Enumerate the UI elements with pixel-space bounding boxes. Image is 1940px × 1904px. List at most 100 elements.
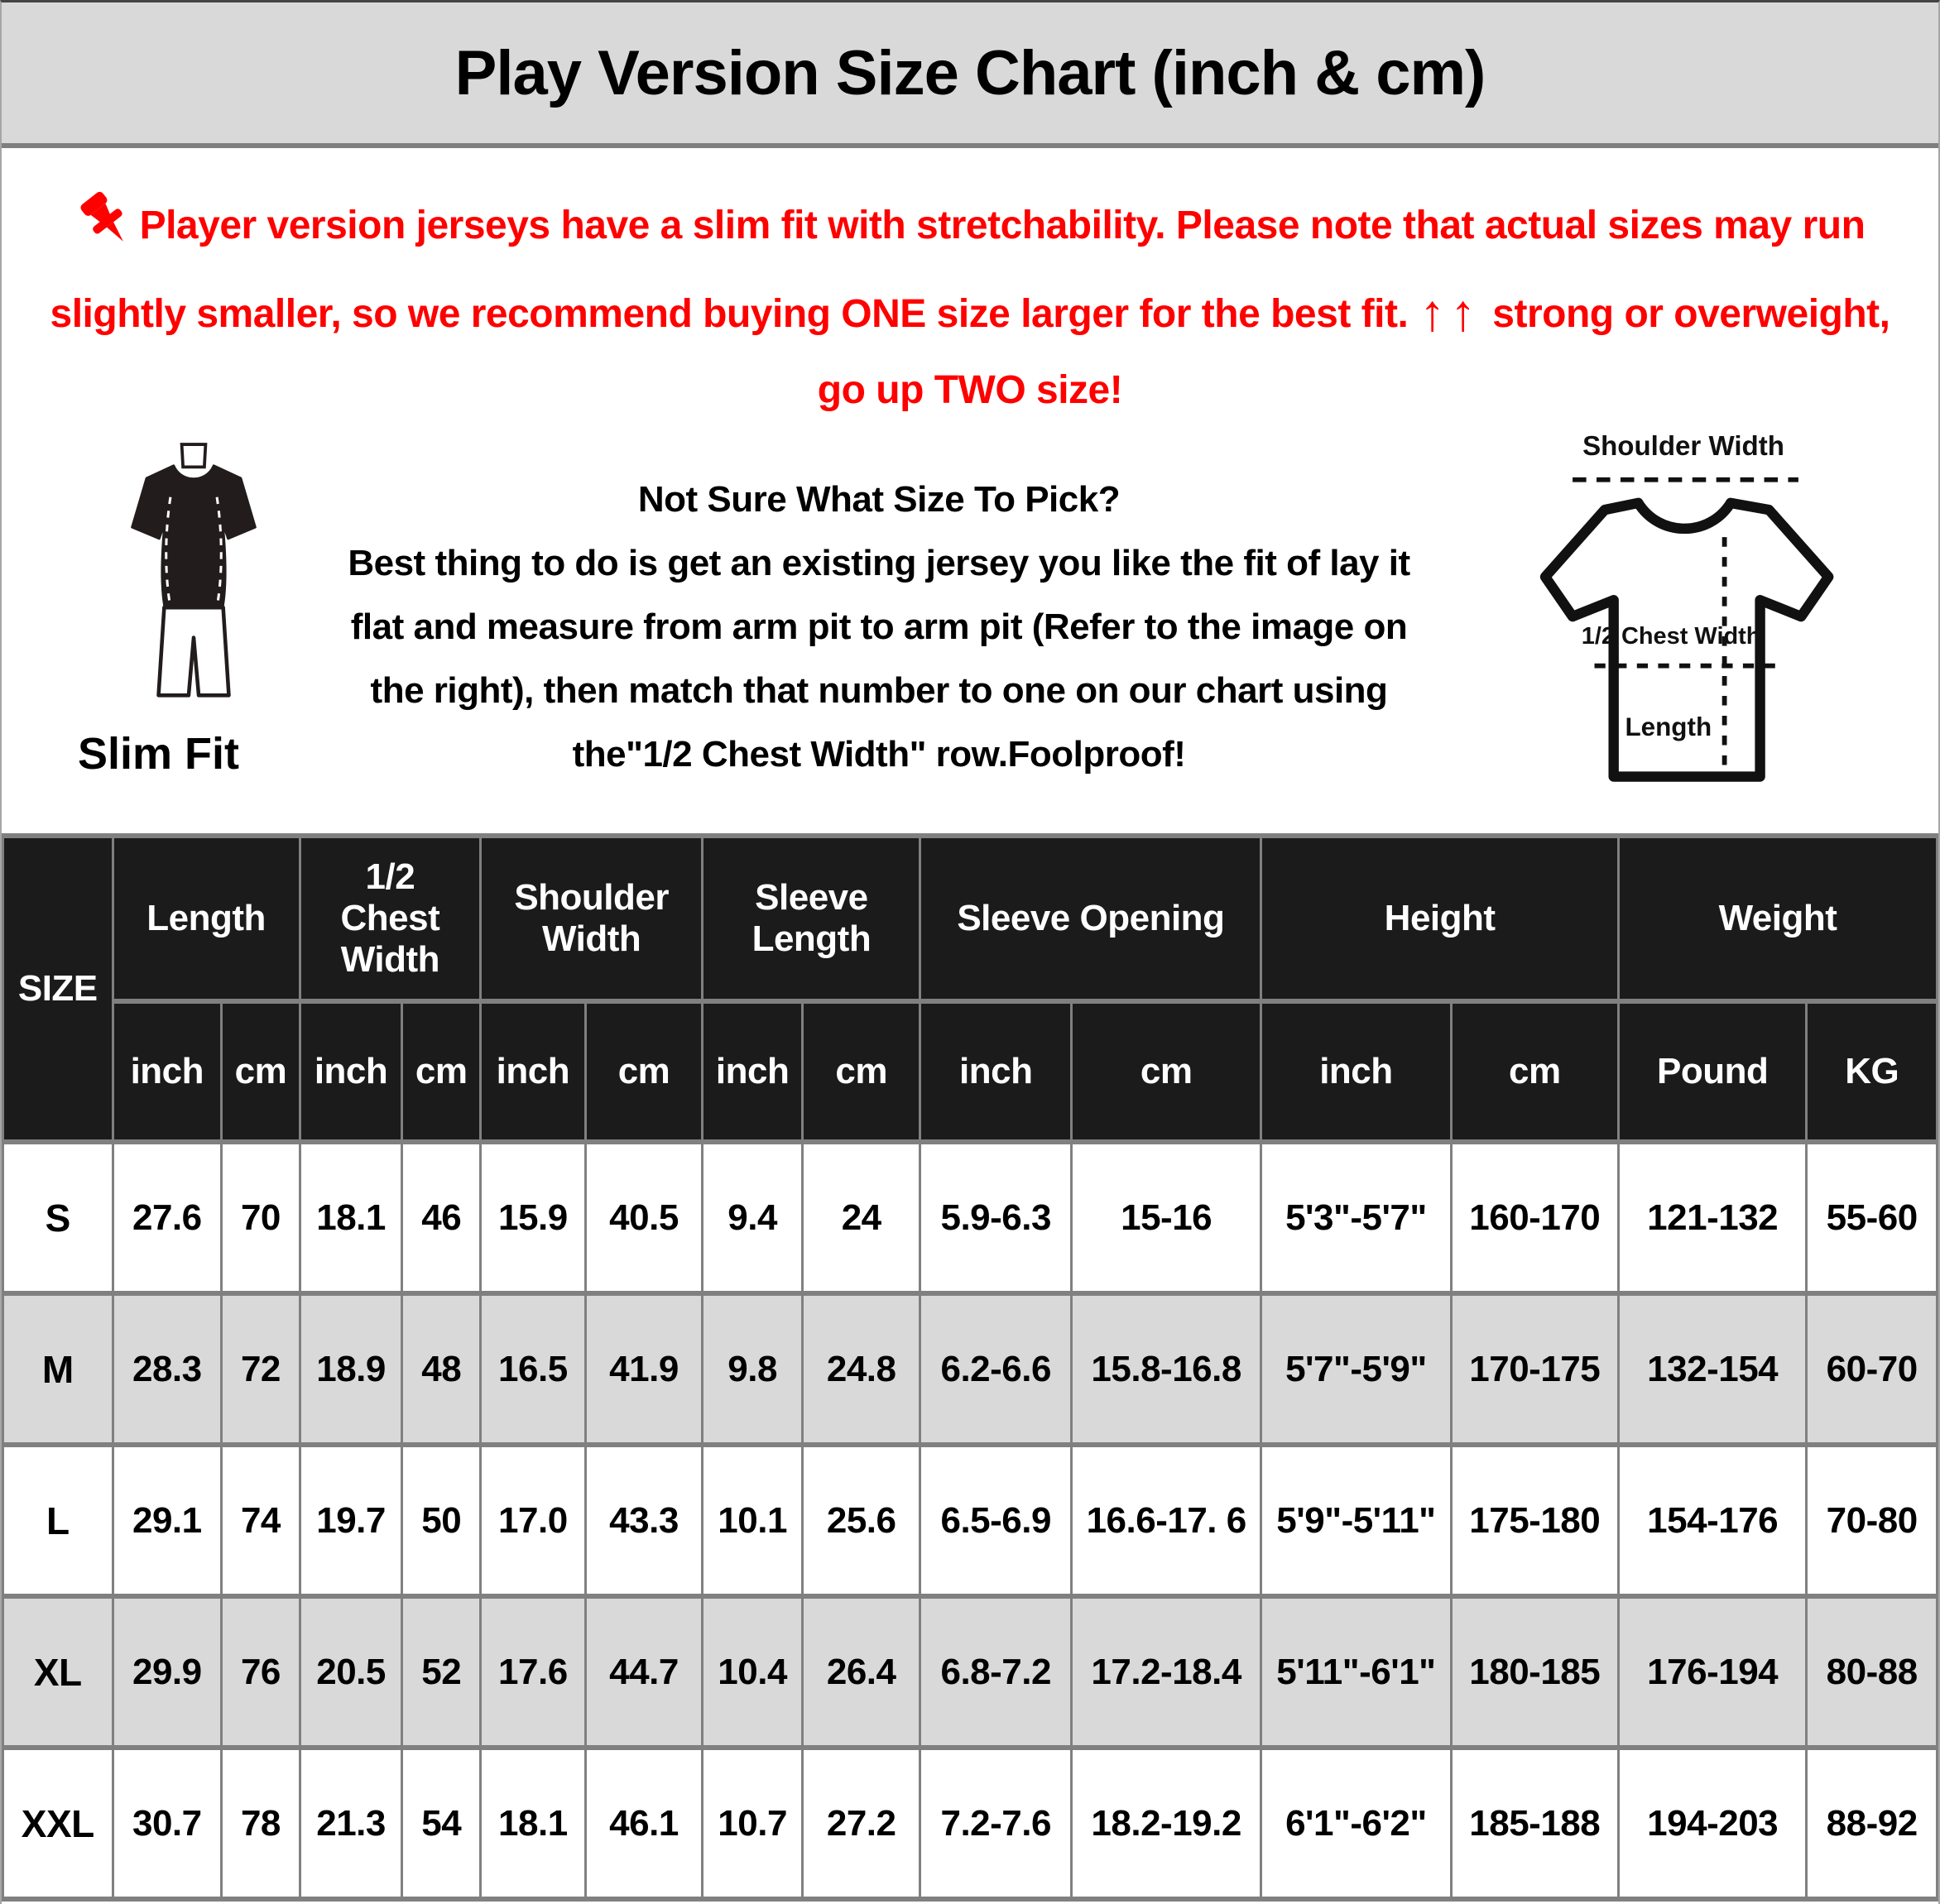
cell: 121-132 xyxy=(1616,1139,1808,1296)
unit-header: inch xyxy=(479,999,587,1144)
cell: 40.5 xyxy=(583,1139,704,1296)
notice-text-2a: slightly smaller, so we recommend buying… xyxy=(50,292,1409,336)
cell: 10.4 xyxy=(701,1594,804,1750)
notice-line-2: slightly smaller, so we recommend buying… xyxy=(2,276,1938,353)
cell: 15.8-16.8 xyxy=(1069,1291,1263,1447)
cell: 70-80 xyxy=(1805,1442,1938,1599)
cell: 55-60 xyxy=(1805,1139,1938,1296)
cell: 180-185 xyxy=(1449,1594,1620,1750)
instructions-line: Best thing to do is get an existing jers… xyxy=(348,543,1410,583)
page-title: Play Version Size Chart (inch & cm) xyxy=(454,37,1486,108)
notice-line-3: go up TWO size! xyxy=(817,368,1123,412)
cell: 27.6 xyxy=(111,1139,223,1296)
size-value: XXL xyxy=(2,1745,114,1902)
cell: 72 xyxy=(220,1291,301,1447)
unit-header: cm xyxy=(1069,999,1263,1144)
size-value: L xyxy=(2,1442,114,1599)
unit-header: inch xyxy=(701,999,804,1144)
cell: 18.1 xyxy=(479,1745,587,1902)
up-arrows-icon: ↑↑ xyxy=(1419,285,1481,342)
cell: 6.8-7.2 xyxy=(919,1594,1073,1750)
instructions-line: the"1/2 Chest Width" row.Foolproof! xyxy=(572,734,1186,775)
unit-header: inch xyxy=(1260,999,1453,1144)
shoulder-width-label: Shoulder Width xyxy=(1582,431,1784,462)
cell: 30.7 xyxy=(111,1745,223,1902)
cell: 9.4 xyxy=(701,1139,804,1296)
cell: 175-180 xyxy=(1449,1442,1620,1599)
cell: 18.1 xyxy=(298,1139,404,1296)
unit-header: inch xyxy=(298,999,404,1144)
cell: 44.7 xyxy=(583,1594,704,1750)
cell: 74 xyxy=(220,1442,301,1599)
notice-line-1: Player version jerseys have a slim fit w… xyxy=(2,188,1938,276)
cell: 24 xyxy=(800,1139,922,1296)
cell: 15.9 xyxy=(479,1139,587,1296)
cell: 80-88 xyxy=(1805,1594,1938,1750)
cell: 78 xyxy=(220,1745,301,1902)
cell: 9.8 xyxy=(701,1291,804,1447)
cell: 29.9 xyxy=(111,1594,223,1750)
cell: 76 xyxy=(220,1594,301,1750)
cell: 132-154 xyxy=(1616,1291,1808,1447)
unit-header: inch xyxy=(919,999,1073,1144)
unit-header: cm xyxy=(220,999,301,1144)
cell: 70 xyxy=(220,1139,301,1296)
length-label: Length xyxy=(1625,712,1712,741)
title-bar: Play Version Size Chart (inch & cm) xyxy=(2,2,1938,148)
instructions-line: the right), then match that number to on… xyxy=(370,670,1388,711)
cell: 20.5 xyxy=(298,1594,404,1750)
cell: 88-92 xyxy=(1805,1745,1938,1902)
cell: 21.3 xyxy=(298,1745,404,1902)
instructions-line: flat and measure from arm pit to arm pit… xyxy=(350,607,1408,647)
cell: 29.1 xyxy=(111,1442,223,1599)
cell: 52 xyxy=(401,1594,483,1750)
cell: 26.4 xyxy=(800,1594,922,1750)
cell: 7.2-7.6 xyxy=(919,1745,1073,1902)
cell: 60-70 xyxy=(1805,1291,1938,1447)
cell: 5.9-6.3 xyxy=(919,1139,1073,1296)
cell: 10.7 xyxy=(701,1745,804,1902)
cell: 154-176 xyxy=(1616,1442,1808,1599)
cell: 25.6 xyxy=(800,1442,922,1599)
size-instructions: Not Sure What Size To Pick? Best thing t… xyxy=(324,468,1433,786)
cell: 16.5 xyxy=(479,1291,587,1447)
cell: 46 xyxy=(401,1139,483,1296)
table-row-l: L 29.1 74 19.7 50 17.0 43.3 10.1 25.6 6.… xyxy=(2,1442,1938,1599)
cell: 16.6-17. 6 xyxy=(1069,1442,1263,1599)
cell: 48 xyxy=(401,1291,483,1447)
instructions-heading: Not Sure What Size To Pick? xyxy=(637,479,1121,520)
slim-fit-mannequin-icon xyxy=(99,443,288,712)
unit-header: cm xyxy=(800,999,922,1144)
size-value: XL xyxy=(2,1594,114,1750)
cell: 18.9 xyxy=(298,1291,404,1447)
cell: 185-188 xyxy=(1449,1745,1620,1902)
unit-header: Pound xyxy=(1616,999,1808,1144)
cell: 18.2-19.2 xyxy=(1069,1745,1263,1902)
col-header-shoulder-width: Shoulder Width xyxy=(479,833,704,1004)
cell: 54 xyxy=(401,1745,483,1902)
cell: 43.3 xyxy=(583,1442,704,1599)
col-header-sleeve-length: Sleeve Length xyxy=(701,833,922,1004)
col-header-length: Length xyxy=(111,833,301,1004)
cell: 5'9"-5'11" xyxy=(1260,1442,1453,1599)
cell: 5'3"-5'7" xyxy=(1260,1139,1453,1296)
table-row-xl: XL 29.9 76 20.5 52 17.6 44.7 10.4 26.4 6… xyxy=(2,1594,1938,1750)
size-value: S xyxy=(2,1139,114,1296)
fit-notice: Player version jerseys have a slim fit w… xyxy=(2,148,1938,416)
cell: 17.0 xyxy=(479,1442,587,1599)
cell: 46.1 xyxy=(583,1745,704,1902)
cell: 10.1 xyxy=(701,1442,804,1599)
col-header-height: Height xyxy=(1260,833,1620,1004)
notice-text-2b: strong or overweight, xyxy=(1492,292,1890,336)
cell: 19.7 xyxy=(298,1442,404,1599)
pushpin-icon xyxy=(75,189,137,276)
unit-header: KG xyxy=(1805,999,1938,1144)
cell: 170-175 xyxy=(1449,1291,1620,1447)
cell: 41.9 xyxy=(583,1291,704,1447)
cell: 17.6 xyxy=(479,1594,587,1750)
cell: 6.2-6.6 xyxy=(919,1291,1073,1447)
middle-section: Slim Fit Not Sure What Size To Pick? Bes… xyxy=(2,416,1938,833)
table-row-s: S 27.6 70 18.1 46 15.9 40.5 9.4 24 5.9-6… xyxy=(2,1139,1938,1296)
unit-header: cm xyxy=(401,999,483,1144)
